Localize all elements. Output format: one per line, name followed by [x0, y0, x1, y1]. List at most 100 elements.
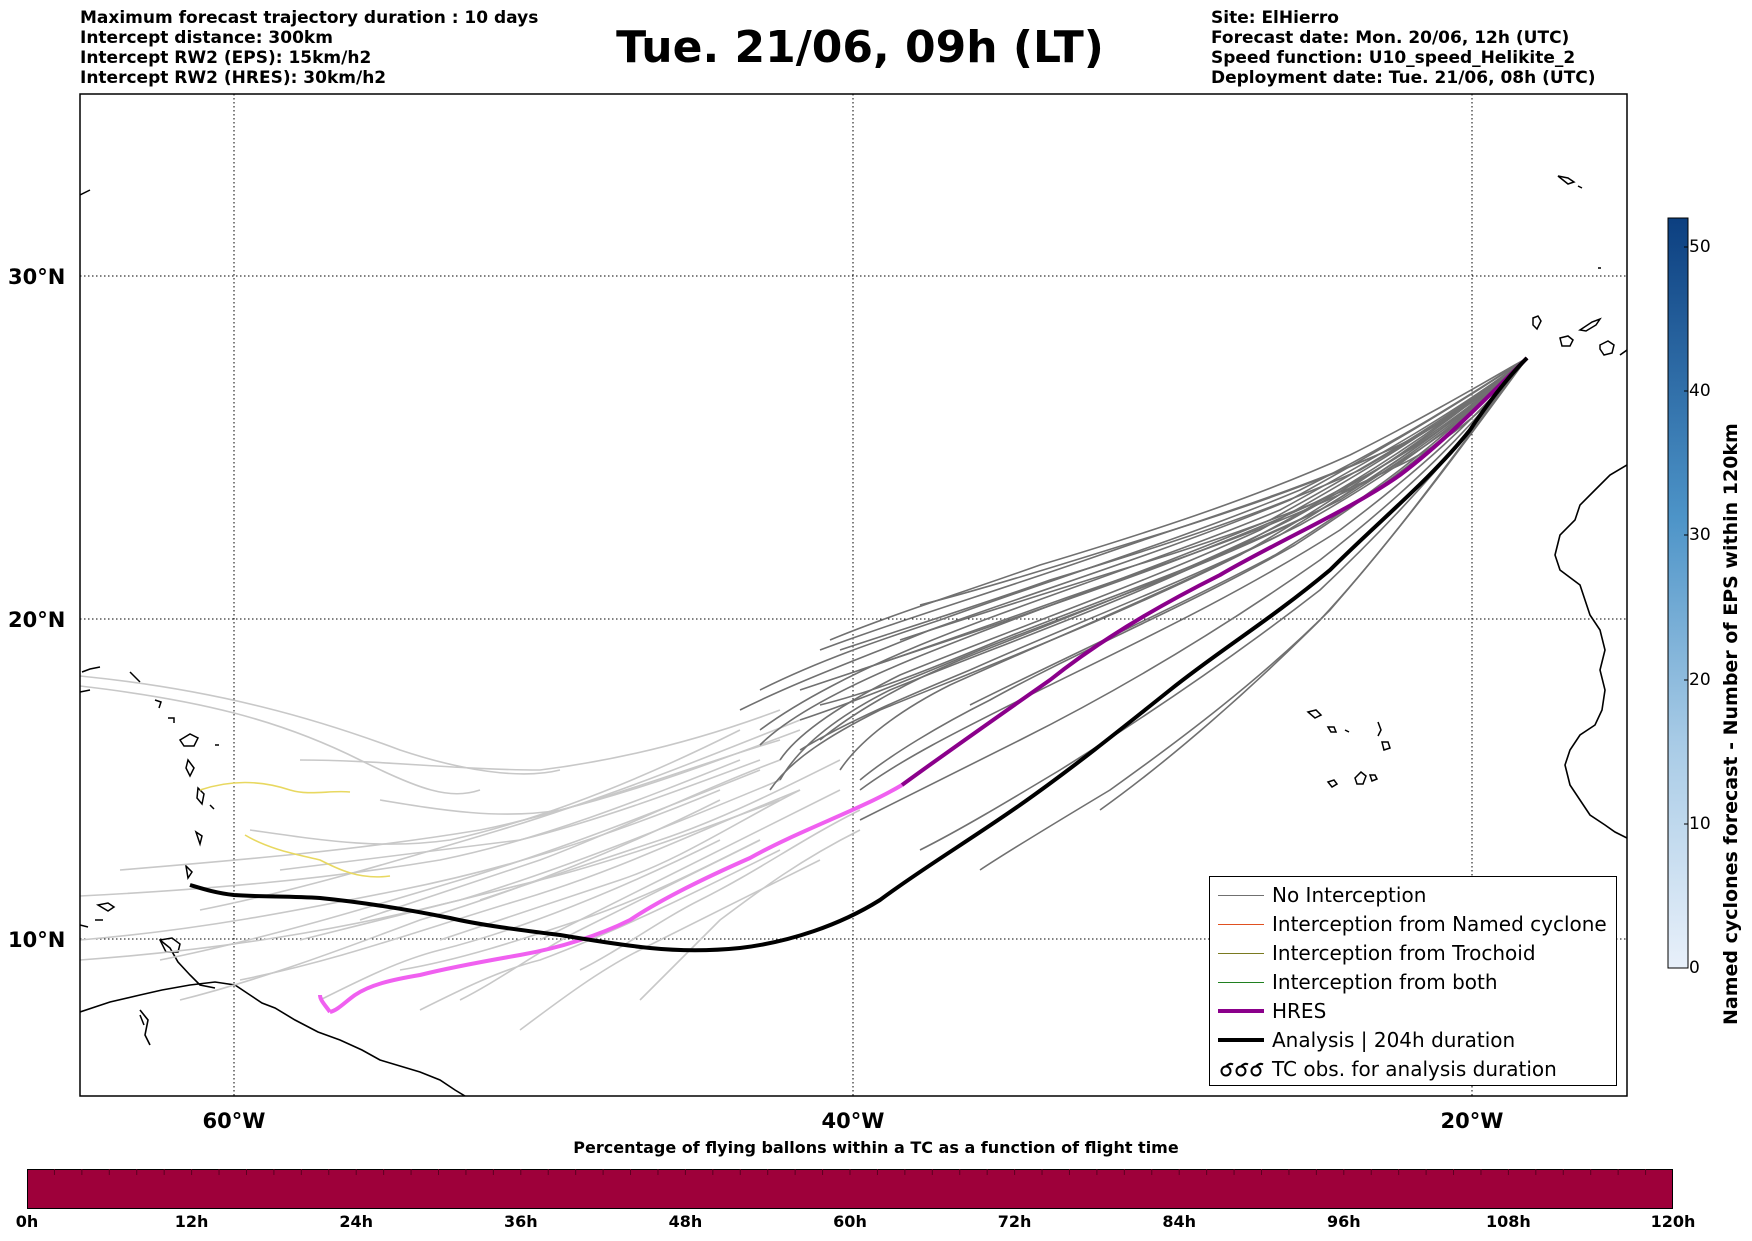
eps-track	[739, 357, 1528, 711]
eps-track	[779, 357, 1528, 781]
trochoid-track	[244, 834, 391, 878]
percentage-bar-tick: 120h	[1650, 1212, 1696, 1231]
legend-label: Interception from both	[1272, 970, 1498, 994]
eps-faded-track	[439, 789, 801, 941]
percentage-bar-tick: 48h	[668, 1212, 703, 1231]
island-cape-verde-8	[1368, 774, 1379, 782]
island-antilles-7	[185, 758, 195, 778]
map-title: Tue. 21/06, 09h (LT)	[616, 22, 1104, 73]
eps-faded-trajectories	[80, 675, 861, 1031]
island-canary-4	[1599, 340, 1615, 356]
lon-label-60w: 60°W	[203, 1109, 266, 1133]
eps-faded-track	[159, 769, 761, 961]
island-antilles-9	[194, 830, 203, 847]
island-antilles-10	[184, 863, 193, 880]
header-left-line: Intercept RW2 (EPS): 15km/h2	[80, 48, 372, 68]
eps-faded-track	[299, 709, 781, 771]
eps-faded-track	[579, 809, 861, 971]
eps-track	[859, 357, 1528, 791]
hres-track-faded-tail	[318, 994, 332, 1014]
header-right-line: Deployment date: Tue. 21/06, 08h (UTC)	[1211, 68, 1596, 88]
eps-faded-track	[419, 849, 781, 1011]
percentage-bar-tick: 0h	[15, 1212, 39, 1231]
header-right-line: Speed function: U10_speed_Helikite_2	[1211, 48, 1576, 68]
percentage-bar-tick: 12h	[174, 1212, 209, 1231]
coast-south-america	[80, 981, 466, 1096]
percentage-bar-tick: 24h	[339, 1212, 374, 1231]
header-right-line: Site: ElHierro	[1211, 8, 1339, 28]
header-right-line: Forecast date: Mon. 20/06, 12h (UTC)	[1211, 28, 1570, 48]
island-antilles-4	[154, 699, 162, 709]
island-cape-verde-3	[1344, 729, 1350, 733]
colorbar-ticks	[1684, 246, 1688, 825]
eps-faded-track	[399, 839, 761, 971]
header-left-line: Maximum forecast trajectory duration : 1…	[80, 8, 539, 28]
island-antilles-1	[81, 666, 101, 673]
colorbar	[1667, 217, 1689, 969]
lon-label-20w: 20°W	[1441, 1109, 1504, 1133]
island-trinidad	[158, 937, 181, 953]
eps-faded-track	[519, 859, 821, 1031]
map-frame	[79, 93, 1628, 1097]
colorbar-tick-label: 30	[1689, 525, 1711, 545]
percentage-bar-tick: 108h	[1485, 1212, 1531, 1231]
island-antilles-2	[80, 689, 91, 693]
legend-label: Interception from Named cyclone	[1272, 912, 1607, 936]
header-left-line: Intercept RW2 (HRES): 30km/h2	[80, 68, 387, 88]
island-tobago	[95, 902, 116, 912]
trochoid-tracks	[199, 781, 391, 878]
coastlines	[80, 349, 1627, 1096]
lat-label-30n: 30°N	[8, 265, 65, 289]
island-cape-verde-1	[1306, 709, 1323, 719]
header-right-info: Site: ElHierro Forecast date: Mon. 20/06…	[1211, 8, 1596, 88]
coast-lake	[139, 1009, 151, 1046]
island-canary-2	[1559, 335, 1574, 347]
colorbar-tick-label: 10	[1689, 814, 1711, 834]
percentage-bar-gridlines	[53, 1169, 1647, 1175]
island-antilles-6	[178, 733, 200, 747]
eps-no-interception-tracks	[739, 357, 1528, 871]
island-canary-1	[1532, 315, 1542, 331]
island-cape-verde-2	[1326, 726, 1338, 733]
island-cape-verde-7	[1354, 770, 1367, 785]
percentage-bar-tick: 84h	[1162, 1212, 1197, 1231]
hres-track-faded	[329, 783, 904, 1014]
island-antilles-5	[168, 717, 175, 723]
island-antilles-3	[129, 671, 141, 683]
coast-venezuela-gulf	[159, 939, 216, 989]
legend-swatch	[1218, 895, 1264, 896]
legend-swatch	[1218, 953, 1264, 954]
eps-faded-track	[80, 675, 561, 775]
legend-label: Interception from Trochoid	[1272, 941, 1536, 965]
percentage-bar-tick: 96h	[1326, 1212, 1361, 1231]
eps-faded-track	[279, 759, 761, 871]
legend-swatch	[1218, 924, 1264, 925]
island-antilles-11	[209, 804, 215, 810]
legend-swatch	[1218, 982, 1264, 983]
percentage-bar-tick: 60h	[833, 1212, 867, 1231]
analysis-track	[189, 356, 1529, 953]
coast-west-africa	[1554, 464, 1627, 839]
tc-symbol-icon	[1220, 1062, 1264, 1077]
header-left-info: Maximum forecast trajectory duration : 1…	[80, 8, 538, 88]
eps-faded-track	[299, 799, 781, 941]
colorbar-title: Named cyclones forecast - Number of EPS …	[1720, 423, 1742, 1025]
island-cape-verde-5	[1381, 741, 1391, 751]
eps-faded-track	[359, 759, 781, 921]
colorbar-tick-label: 0	[1689, 958, 1700, 978]
eps-track	[799, 357, 1528, 751]
eps-faded-track	[239, 789, 801, 981]
colorbar-tick-label: 40	[1689, 381, 1711, 401]
islands	[80, 175, 1615, 1026]
eps-track	[859, 357, 1528, 821]
lon-label-40w: 40°W	[822, 1109, 885, 1133]
coast-africa-north	[1619, 349, 1627, 356]
island-small-4	[80, 189, 91, 196]
legend-label: No Interception	[1272, 883, 1427, 907]
eps-faded-track	[119, 739, 781, 871]
eps-faded-track	[80, 759, 741, 897]
trochoid-track	[199, 781, 351, 794]
percentage-bar-title: Percentage of flying ballons within a TC…	[573, 1138, 1179, 1157]
island-small-3	[139, 1014, 145, 1026]
